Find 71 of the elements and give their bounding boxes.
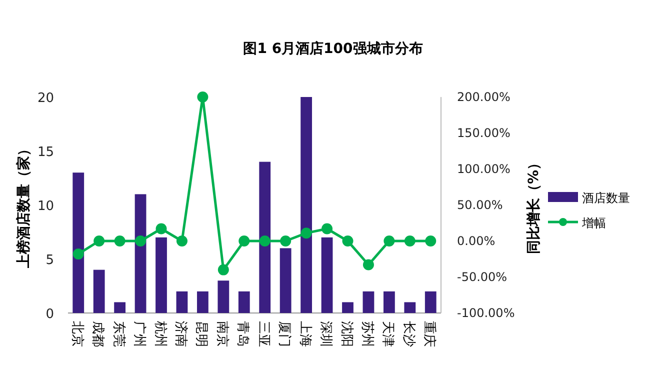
x-tick-label: 厦门 xyxy=(276,321,293,347)
point xyxy=(342,236,354,246)
point xyxy=(425,236,436,246)
bar xyxy=(134,194,146,313)
bar xyxy=(342,302,354,313)
x-tick-label: 重庆 xyxy=(422,321,437,347)
y2-tick-label: -100.00% xyxy=(457,306,515,320)
x-tick-label: 南京 xyxy=(214,321,230,347)
x-tick-label: 上海 xyxy=(297,321,312,347)
legend-label: 酒店数量 xyxy=(582,191,630,205)
point xyxy=(94,236,105,246)
bar xyxy=(72,172,84,313)
bar xyxy=(93,270,105,313)
bar xyxy=(300,97,312,313)
x-tick-label: 杭州 xyxy=(152,320,168,347)
x-tick-label: 深圳 xyxy=(318,321,334,347)
x-tick-label: 天津 xyxy=(380,321,396,347)
point xyxy=(384,236,395,246)
y2-tick-label: -50.00% xyxy=(457,270,508,284)
y-tick-label: 20 xyxy=(37,91,54,106)
y-tick-label: 10 xyxy=(37,199,54,214)
x-tick-label: 成都 xyxy=(90,321,106,347)
x-tick-label: 长沙 xyxy=(400,321,416,347)
bar xyxy=(259,162,271,313)
bar xyxy=(404,302,416,313)
point xyxy=(218,264,229,276)
point xyxy=(322,223,333,234)
y-tick-label: 0 xyxy=(46,307,54,322)
bar xyxy=(218,280,230,313)
x-tick-label: 东莞 xyxy=(110,321,126,347)
point xyxy=(72,248,84,260)
point xyxy=(135,236,146,246)
point xyxy=(259,236,270,246)
bar xyxy=(114,302,126,313)
y-tick-label: 5 xyxy=(46,253,54,268)
point xyxy=(300,228,312,239)
y-axis-title: 上榜酒店数量（家） xyxy=(15,142,32,269)
x-tick-label: 苏州 xyxy=(359,321,374,347)
bar xyxy=(383,291,395,313)
point xyxy=(114,236,126,246)
x-tick-label: 沈阳 xyxy=(338,321,354,347)
point xyxy=(404,236,416,246)
y2-tick-label: 200.00% xyxy=(457,90,510,104)
point xyxy=(156,223,167,234)
x-tick-label: 三亚 xyxy=(256,321,271,347)
x-tick-label: 广州 xyxy=(132,321,147,347)
y2-tick-label: 50.00% xyxy=(457,198,503,212)
point xyxy=(176,236,188,246)
bar xyxy=(176,291,188,313)
x-tick-label: 北京 xyxy=(69,321,84,347)
x-tick-label: 青岛 xyxy=(235,321,250,347)
y-tick-label: 15 xyxy=(37,145,54,160)
bar xyxy=(156,237,167,313)
point xyxy=(197,92,208,102)
bar xyxy=(321,237,333,313)
x-tick-label: 济南 xyxy=(172,321,188,347)
bar xyxy=(362,291,374,313)
point xyxy=(362,259,374,270)
chart-title: 图1 6月酒店100强城市分布 xyxy=(243,40,423,57)
y2-tick-label: 150.00% xyxy=(457,126,510,140)
bar xyxy=(424,291,436,313)
y2-tick-label: 0.00% xyxy=(457,234,496,248)
y2-tick-label: 100.00% xyxy=(457,162,510,176)
legend-label: 增幅 xyxy=(581,216,606,230)
bar xyxy=(238,291,250,313)
bar xyxy=(196,291,208,313)
bar xyxy=(280,248,292,313)
x-tick-label: 昆明 xyxy=(194,321,209,347)
point xyxy=(280,236,292,246)
point xyxy=(238,236,250,246)
y2-axis-title: 同比增长（%） xyxy=(526,156,542,254)
